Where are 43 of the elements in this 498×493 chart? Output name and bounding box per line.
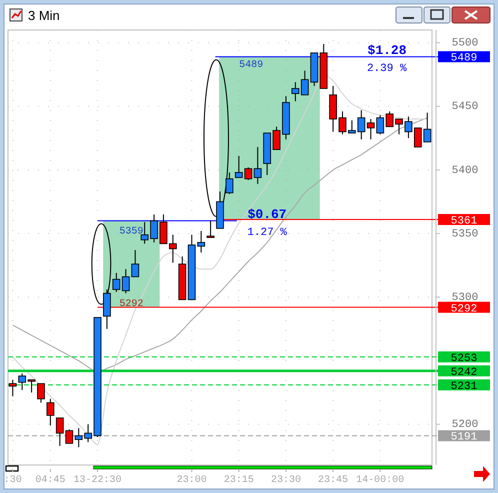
- ref-line-label: 5242: [450, 366, 478, 379]
- candlestick: [244, 166, 252, 181]
- ref-line-label: 5489: [450, 52, 478, 65]
- x-tick-label: 13-22:30: [74, 475, 122, 486]
- annotation: 5489: [239, 60, 264, 71]
- annotation: 2.39 %: [366, 63, 407, 76]
- ref-line-label: 5253: [450, 352, 478, 365]
- ref-line-label: 5231: [450, 380, 478, 393]
- y-tick-label: 5400: [452, 164, 478, 177]
- annotation: 5359: [119, 226, 144, 238]
- candlestick: [197, 230, 206, 254]
- x-tick-label: :30: [4, 475, 22, 486]
- candlestick: [234, 155, 243, 178]
- candlestick: [56, 417, 64, 446]
- candlestick: [366, 118, 375, 140]
- x-tick-label: 23:30: [270, 475, 301, 486]
- x-tick-label: 23:00: [176, 475, 207, 486]
- x-tick-label: 14-00:00: [356, 475, 404, 486]
- annotation: $1.28: [368, 42, 407, 58]
- x-tick-label: 23:15: [224, 475, 254, 486]
- chart-title: 3 Min: [28, 8, 60, 23]
- candlestick: [226, 172, 234, 195]
- candlestick: [131, 250, 140, 278]
- x-tick-label: 04:45: [35, 475, 66, 486]
- y-tick-label: 5450: [452, 101, 478, 114]
- candlestick: [206, 220, 214, 238]
- annotation: $0.67: [248, 206, 287, 222]
- candlestick: [65, 428, 74, 444]
- annotation: 1.27 %: [247, 227, 288, 240]
- annotation: 5292: [119, 299, 144, 310]
- ref-line-label: 5191: [450, 432, 478, 444]
- y-tick-label: 5200: [452, 419, 478, 432]
- candlestick: [46, 398, 54, 426]
- y-tick-label: 5500: [452, 38, 478, 50]
- ref-line-label: 5292: [450, 303, 478, 316]
- y-tick-label: 5300: [452, 292, 478, 304]
- x-tick-label: 23:45: [318, 475, 348, 486]
- candlestick: [254, 146, 262, 184]
- ref-line-label: 5361: [450, 216, 478, 228]
- y-tick-label: 5350: [452, 228, 478, 240]
- candlestick: [8, 379, 17, 397]
- candlestick: [103, 288, 111, 330]
- candlestick: [37, 383, 45, 404]
